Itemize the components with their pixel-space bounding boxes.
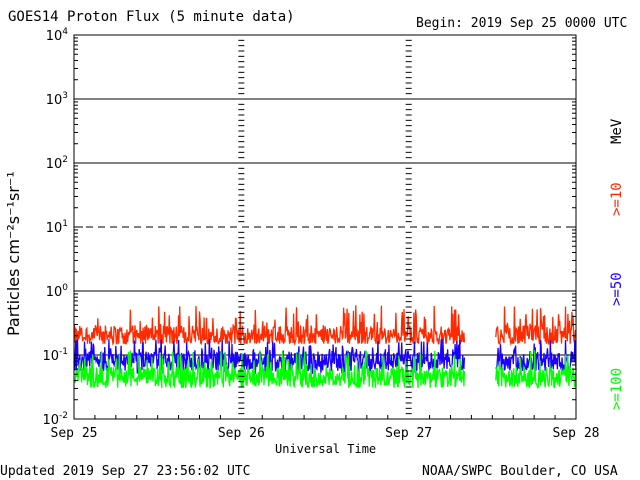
series-line-2 (73, 350, 577, 389)
updated-timestamp: Updated 2019 Sep 27 23:56:02 UTC (0, 464, 251, 479)
y-tick-label-2: 100 (46, 283, 69, 300)
series-layer (73, 305, 577, 389)
credit-label: NOAA/SWPC Boulder, CO USA (422, 464, 618, 479)
legend-ge100: >=100 (609, 367, 625, 410)
series-line-0 (73, 305, 577, 347)
y-tick-label-4: 102 (46, 155, 68, 172)
x-tick-label-2: Sep 27 (385, 426, 432, 441)
unit-label: MeV (609, 118, 625, 144)
y-tick-label-6: 104 (46, 27, 69, 44)
tick-layer: 10-2 10-1 100 101 102 103 104 Sep 25 Sep 26 Sep 2… (42, 27, 599, 441)
y-tick-label-3: 101 (46, 219, 68, 236)
x-tick-label-0: Sep 25 (51, 426, 98, 441)
x-axis-label: Universal Time (275, 442, 377, 456)
y-tick-label-1: 10-1 (42, 347, 68, 364)
x-tick-label-3: Sep 28 (553, 426, 600, 441)
grid-layer (74, 98, 576, 356)
x-tick-label-1: Sep 26 (218, 426, 265, 441)
y-tick-label-0: 10-2 (42, 411, 68, 428)
plot-frame (73, 34, 577, 420)
chart-title: GOES14 Proton Flux (5 minute data) (8, 9, 295, 25)
y-tick-label-5: 103 (46, 91, 68, 108)
legend-ge10: >=10 (609, 182, 625, 216)
y-axis-label: Particles cm⁻²s⁻¹sr⁻¹ (4, 171, 23, 336)
begin-timestamp: Begin: 2019 Sep 25 0000 UTC (416, 16, 628, 31)
legend-ge50: >=50 (609, 272, 625, 306)
